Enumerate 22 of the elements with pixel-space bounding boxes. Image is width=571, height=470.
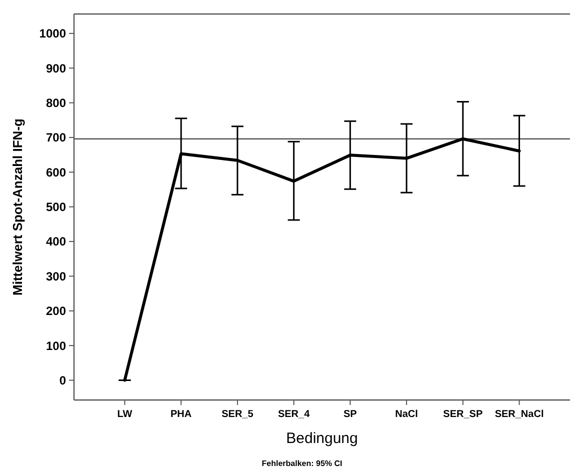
- y-tick-label: 0: [59, 373, 66, 388]
- y-tick-label: 500: [46, 200, 66, 214]
- x-tick-label: SER_5: [222, 409, 254, 420]
- x-tick-label: SER_NaCl: [494, 409, 544, 420]
- y-tick-label: 300: [46, 269, 66, 284]
- y-tick-label: 1000: [39, 26, 66, 41]
- x-axis-title: Bedingung: [286, 430, 358, 447]
- text: Fehlerbalken: 95% CI: [262, 459, 342, 468]
- y-tick-label: 400: [46, 234, 66, 249]
- y-tick-label: 200: [46, 304, 66, 318]
- x-tick-label: PHA: [170, 409, 192, 420]
- y-tick-label: 700: [46, 130, 66, 145]
- y-tick-label: 100: [46, 338, 66, 353]
- y-tick-label: 600: [46, 165, 66, 180]
- x-tick-label: LW: [117, 409, 133, 420]
- x-tick-label: SER_4: [278, 409, 310, 420]
- y-tick-label: 900: [46, 61, 66, 76]
- x-tick-label: NaCl: [395, 409, 418, 420]
- y-tick-label: 800: [46, 96, 66, 110]
- x-tick-label: SER_SP: [443, 409, 483, 420]
- y-axis-title: Mittelwert Spot-Anzahl IFN-g: [10, 118, 25, 296]
- x-tick-label: SP: [344, 409, 358, 420]
